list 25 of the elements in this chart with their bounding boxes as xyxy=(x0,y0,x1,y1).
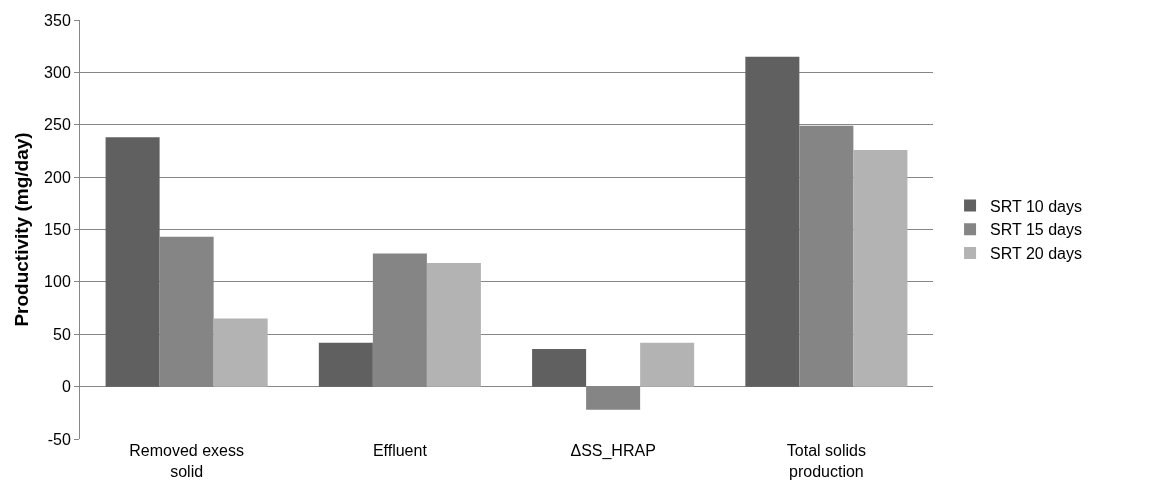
bar xyxy=(318,342,373,387)
bar xyxy=(213,318,268,387)
x-tick-label: Removed exess solid xyxy=(129,442,244,480)
y-tick-label: 350 xyxy=(44,11,71,29)
y-tick-label: 50 xyxy=(53,325,71,343)
legend-label: SRT 20 days xyxy=(990,245,1082,263)
y-tick-label: 150 xyxy=(44,221,71,239)
y-tick-label: 250 xyxy=(44,116,71,134)
y-tick-label: 200 xyxy=(44,168,71,186)
y-tick-label: 100 xyxy=(44,273,71,291)
bar xyxy=(105,137,160,387)
x-tick-label: Effluent xyxy=(372,442,428,459)
y-tick-label: 0 xyxy=(61,378,71,396)
y-tick-label: 300 xyxy=(44,63,71,81)
legend-label: SRT 15 days xyxy=(990,221,1082,239)
bar xyxy=(426,263,481,387)
bar xyxy=(853,149,908,387)
y-tick-label: -50 xyxy=(47,430,71,448)
legend-label: SRT 10 days xyxy=(990,197,1082,215)
bar xyxy=(532,348,587,387)
bar xyxy=(640,342,695,387)
y-axis-title: Productivity (mg/day) xyxy=(10,132,32,327)
x-tick-label: ΔSS_HRAP xyxy=(570,442,656,460)
x-tick-label: Total solids production xyxy=(786,442,866,480)
bar xyxy=(745,56,800,387)
